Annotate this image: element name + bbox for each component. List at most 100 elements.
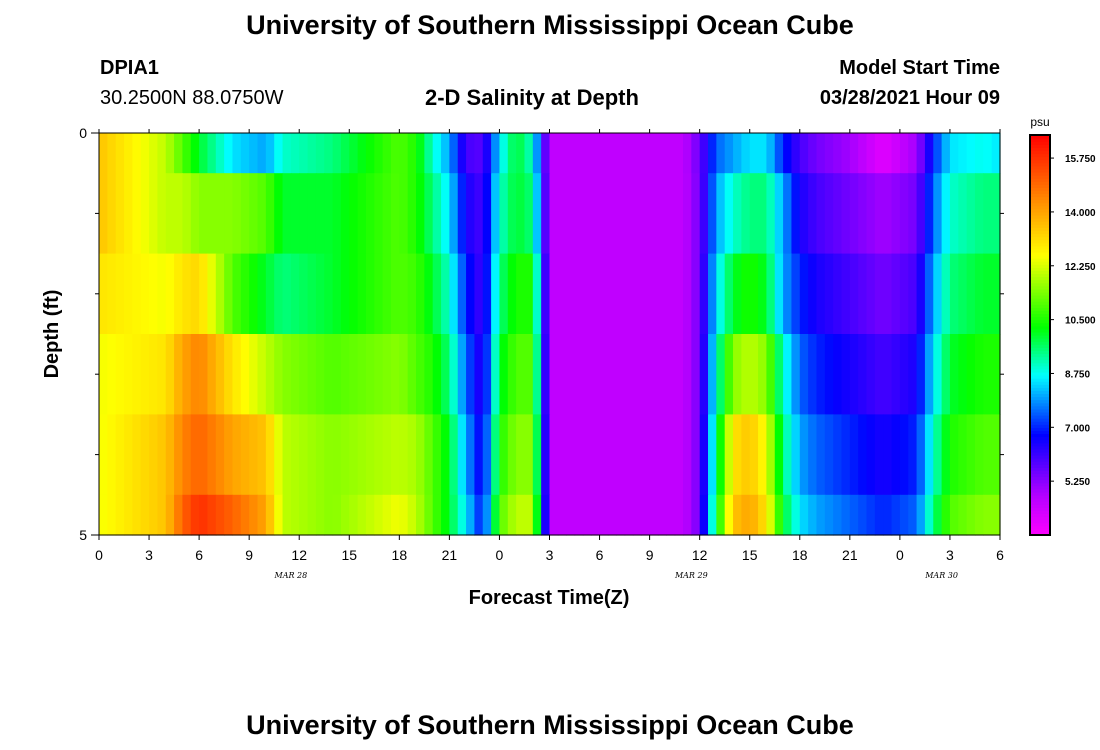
heat-cell [866,253,876,335]
heat-cell [682,414,692,496]
heat-cell [733,253,742,335]
heat-cell [349,133,359,174]
heat-cell [149,253,158,335]
colorbar-segment [1030,359,1050,364]
heat-cell [174,494,184,536]
heat-cell [449,334,459,415]
colorbar-segment [1030,516,1050,521]
heat-cell [632,173,642,255]
colorbar-segment [1030,470,1050,475]
heat-cell [499,253,509,335]
heat-cell [833,494,843,536]
colorbar-segment [1030,285,1050,290]
colorbar-segment [1030,344,1050,348]
heat-cell [457,133,467,174]
heat-cell [374,173,384,255]
heat-cell [491,173,501,255]
heat-cell [674,494,684,536]
heat-cell [324,414,334,496]
heat-cell [841,494,851,536]
heat-cell [899,334,909,415]
heat-cell [340,173,350,255]
colorbar-segment [1030,498,1050,502]
colorbar-segment [1030,304,1050,308]
colorbar-segment [1030,531,1050,536]
heat-cell [824,334,834,415]
heat-cell [749,334,759,415]
heat-cell [282,414,292,496]
heat-cell [232,173,242,255]
heat-cell [124,334,133,415]
heat-cell [340,334,350,415]
heat-cell [290,133,300,174]
colorbar-segment [1030,430,1050,435]
heat-cell [624,414,634,496]
heat-cell [708,173,717,255]
heat-cell [549,494,559,536]
heat-cell [758,334,767,415]
heat-cell [666,133,676,174]
colorbar-segment [1030,325,1050,330]
heat-cell [724,494,734,536]
heat-cell [866,414,876,496]
heat-cell [374,253,384,335]
heat-cell [224,334,234,415]
colorbar-segment [1030,510,1050,515]
heat-cell [908,173,918,255]
colorbar-segment [1030,184,1050,188]
heat-cell [365,414,375,496]
heat-cell [416,133,425,174]
colorbar-segment [1030,267,1050,271]
heat-cell [582,173,592,255]
heat-cell [799,494,809,536]
heat-cell [199,334,209,415]
heat-cell [941,253,951,335]
heat-cell [482,334,492,415]
heat-cell [507,133,517,174]
heat-cell [424,253,434,335]
heat-cell [699,494,709,536]
heat-cell [641,414,651,496]
heat-cell [849,173,859,255]
heat-cell [416,253,425,335]
heat-cell [733,494,742,536]
heat-cell [165,334,175,415]
colorbar-segment [1030,485,1050,490]
colorbar-label: 12.250 [1065,262,1096,273]
heat-cell [849,334,859,415]
heat-cell [674,133,684,174]
colorbar-segment [1030,175,1050,179]
colorbar-segment [1030,479,1050,484]
heat-cell [507,334,517,415]
y-tick-label: 5 [79,527,87,543]
y-tick-label: 0 [79,125,87,141]
heat-cell [207,173,217,255]
heat-cell [257,253,267,335]
heat-cell [432,334,442,415]
heat-cell [916,494,926,536]
heat-cell [699,133,709,174]
heat-cell [641,253,651,335]
heat-cell [791,494,801,536]
heat-cell [457,494,467,536]
heat-cell [149,334,158,415]
colorbar-segment [1030,199,1050,204]
heat-cell [257,494,267,536]
colorbar-segment [1030,365,1050,370]
colorbar-segment [1030,236,1050,241]
heat-cell [774,334,784,415]
heat-cell [274,334,284,415]
heat-cell [332,253,342,335]
colorbar-segment [1030,242,1050,247]
heat-cell [299,173,309,255]
heat-cell [432,414,442,496]
heat-cell [674,334,684,415]
heat-cell [758,494,767,536]
heat-cell [908,133,918,174]
x-tick-label: 0 [896,547,904,563]
heat-cell [624,133,634,174]
heat-cell [657,414,667,496]
heat-cell [157,414,167,496]
heat-cell [149,414,158,496]
heat-cell [641,494,651,536]
